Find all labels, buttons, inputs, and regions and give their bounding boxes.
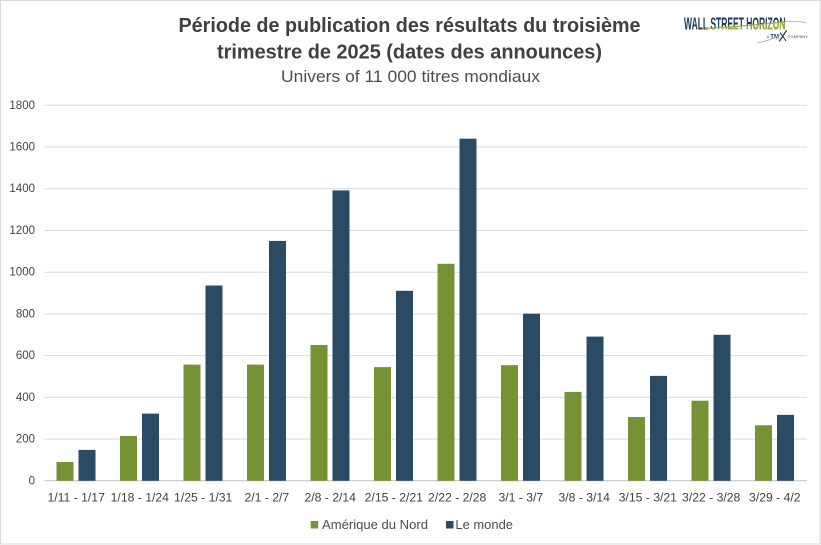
svg-text:1000: 1000 [9,267,35,279]
svg-text:1/25 - 1/31: 1/25 - 1/31 [174,491,232,505]
svg-text:A: A [767,35,770,39]
svg-text:3/15 - 3/21: 3/15 - 3/21 [619,491,677,505]
svg-text:2/8 - 2/14: 2/8 - 2/14 [304,491,356,505]
svg-text:TM: TM [770,33,779,40]
svg-text:1400: 1400 [9,183,35,195]
svg-text:3/22 - 3/28: 3/22 - 3/28 [682,491,740,505]
svg-text:3/8 - 3/14: 3/8 - 3/14 [558,491,610,505]
svg-text:400: 400 [16,392,35,404]
svg-text:800: 800 [16,308,35,320]
svg-text:2/15 - 2/21: 2/15 - 2/21 [365,491,423,505]
svg-text:1/11 - 1/17: 1/11 - 1/17 [48,491,106,505]
svg-text:1200: 1200 [9,225,35,237]
svg-text:Amérique du Nord: Amérique du Nord [322,518,428,532]
svg-text:3/29 - 4/2: 3/29 - 4/2 [749,491,801,505]
svg-text:200: 200 [16,434,35,446]
svg-text:0: 0 [29,475,35,487]
svg-text:3/1 - 3/7: 3/1 - 3/7 [498,491,543,505]
svg-text:COMPANY: COMPANY [788,35,809,39]
svg-text:1600: 1600 [9,142,35,154]
svg-text:Le monde: Le monde [455,518,513,532]
svg-text:Univers of 11 000 titres mondi: Univers of 11 000 titres mondiaux [281,68,541,86]
svg-text:1800: 1800 [9,100,35,112]
svg-text:Période de publication des rés: Période de publication des résultats du … [179,15,641,37]
svg-text:600: 600 [16,350,35,362]
svg-text:WALL STREET HORIZON: WALL STREET HORIZON [684,13,786,33]
svg-text:1/18 - 1/24: 1/18 - 1/24 [111,491,169,505]
svg-text:2/22 - 2/28: 2/22 - 2/28 [428,491,486,505]
svg-text:trimestre de 2025 (dates des a: trimestre de 2025 (dates des announces) [217,42,602,64]
svg-text:2/1 - 2/7: 2/1 - 2/7 [244,491,289,505]
